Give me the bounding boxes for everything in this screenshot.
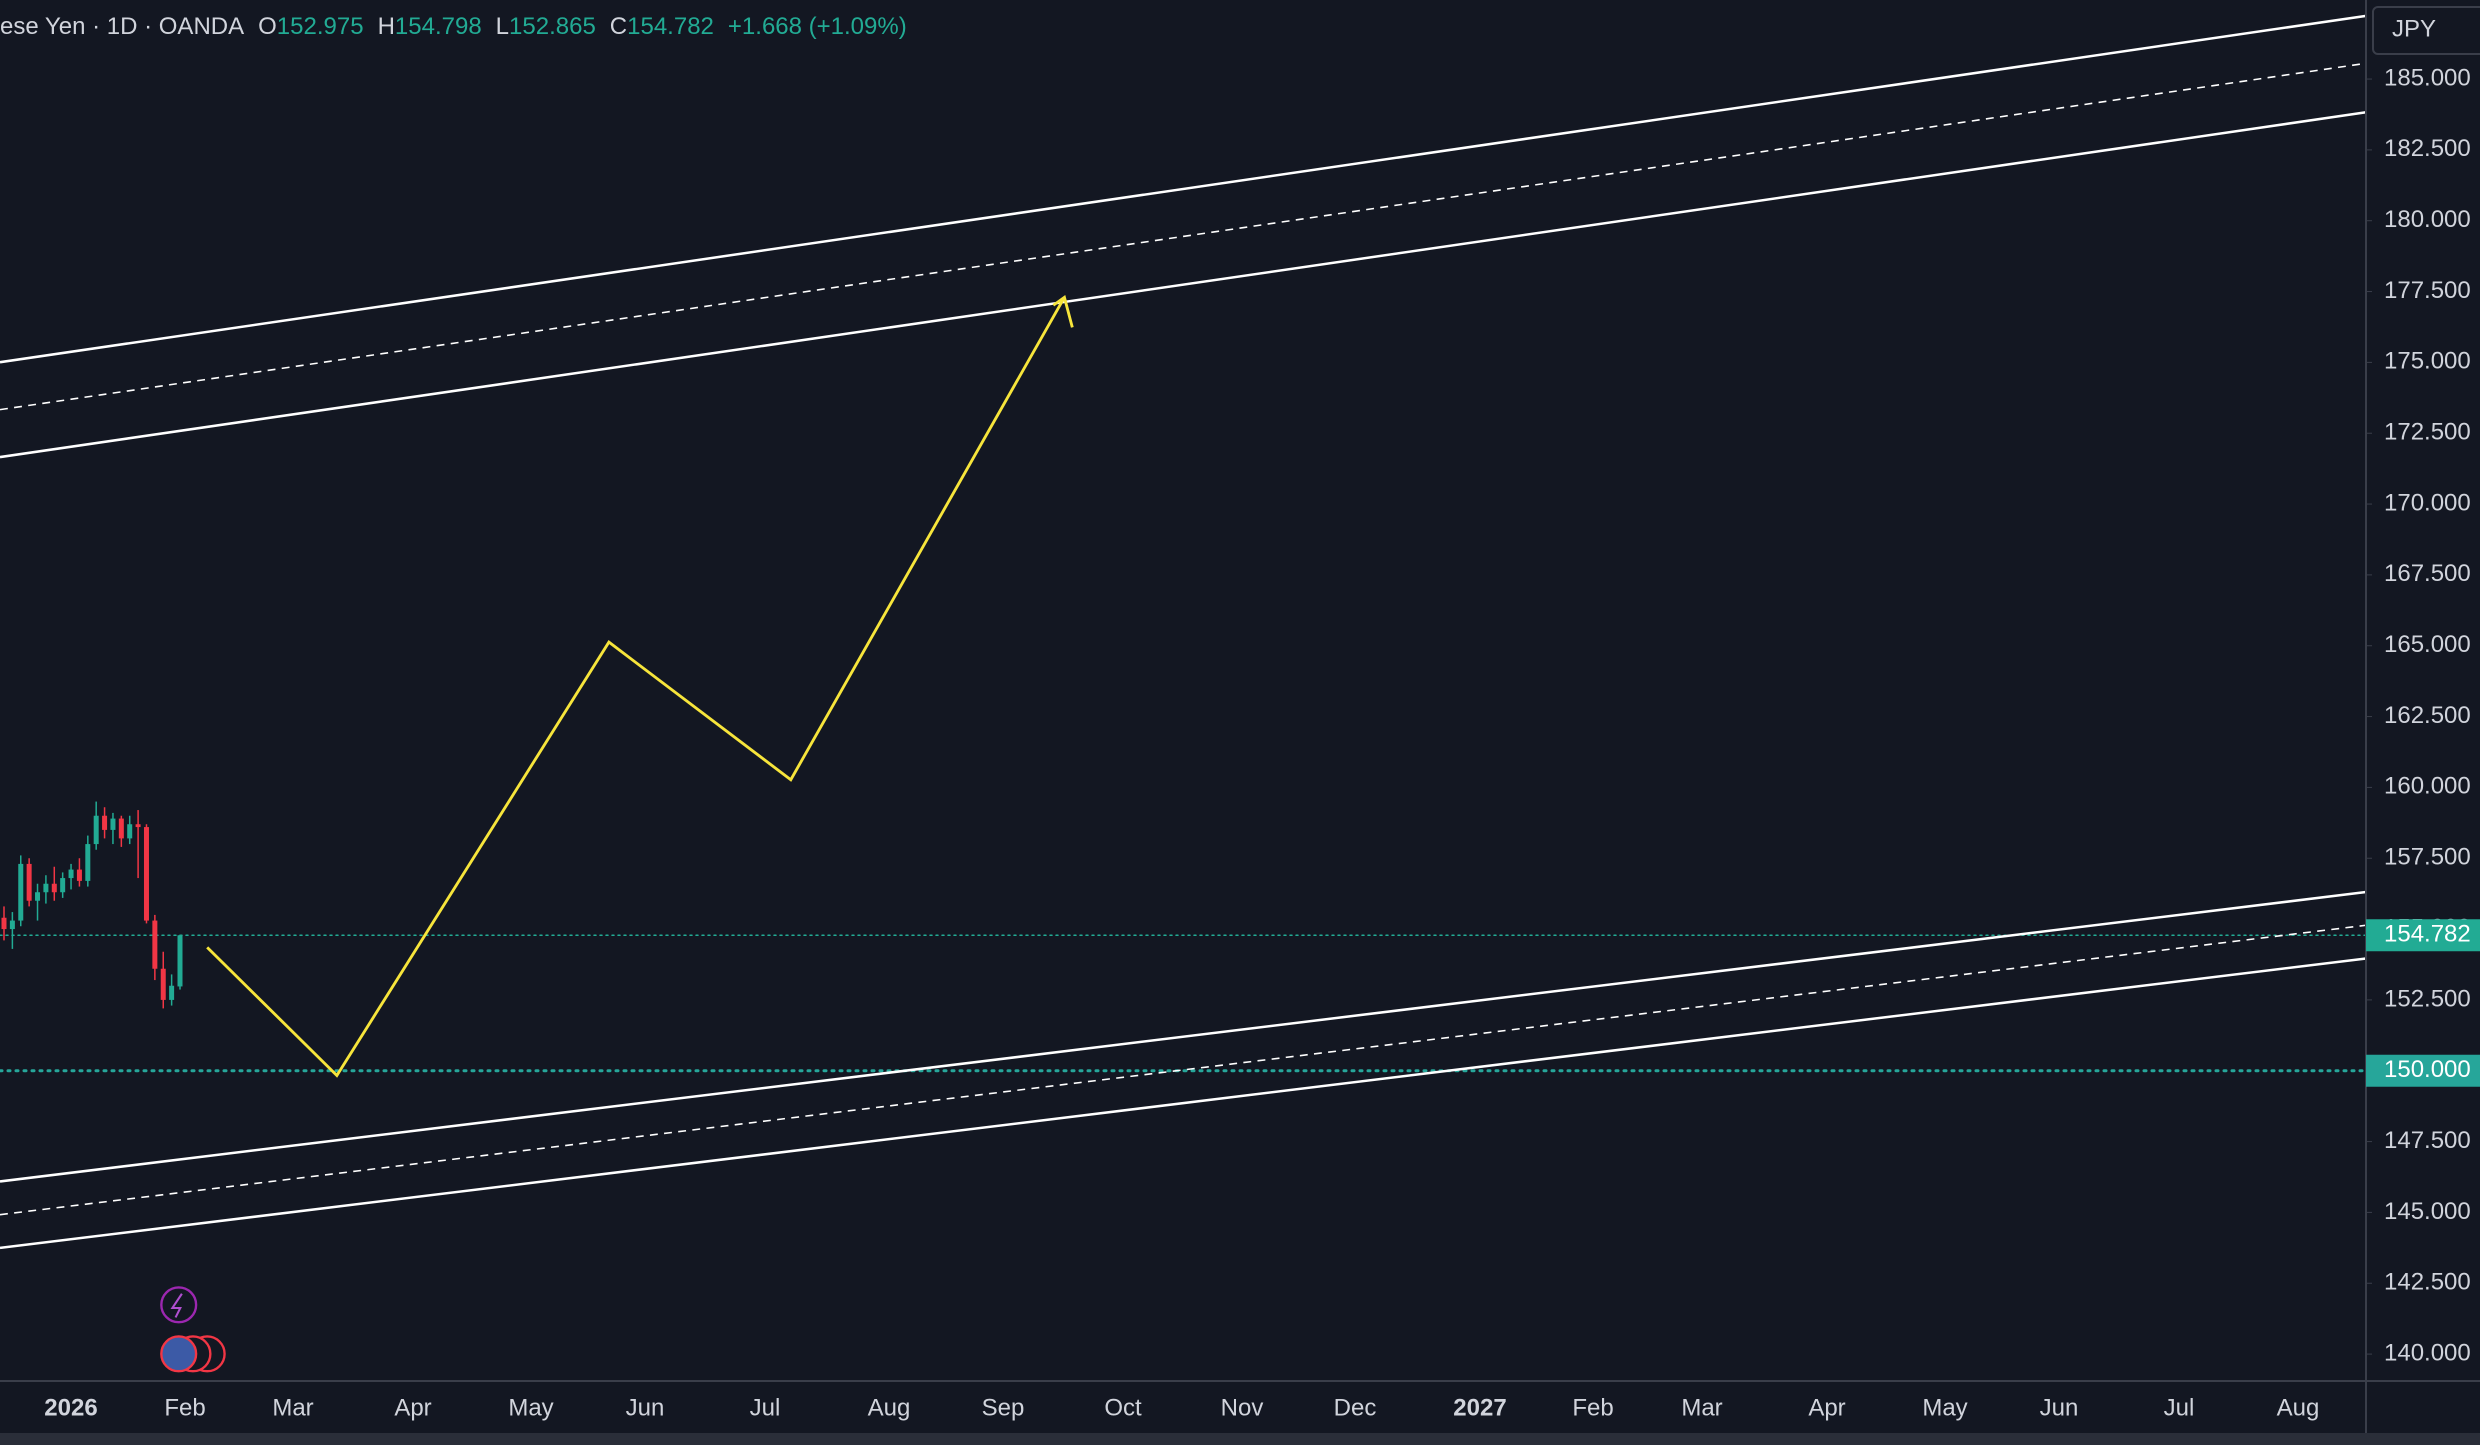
y-tick-label: 162.500 bbox=[2384, 702, 2471, 729]
y-tick-label: 147.500 bbox=[2384, 1127, 2471, 1154]
y-tick-label: 175.000 bbox=[2384, 348, 2471, 375]
symbol: ese Yen · 1D · OANDA bbox=[0, 13, 244, 40]
x-tick-label: May bbox=[508, 1394, 553, 1421]
y-tick-label: 140.000 bbox=[2384, 1339, 2471, 1366]
price-label-bg bbox=[2366, 919, 2480, 952]
x-tick-label: Oct bbox=[1104, 1394, 1142, 1421]
x-tick-label: May bbox=[1922, 1394, 1967, 1421]
candle-body bbox=[85, 844, 91, 881]
candle-body bbox=[127, 824, 133, 839]
candle-body bbox=[177, 935, 183, 987]
bottom-bar bbox=[0, 1433, 2480, 1445]
flag-icon[interactable] bbox=[160, 1335, 198, 1373]
candle-body bbox=[26, 863, 32, 901]
candle-body bbox=[169, 985, 175, 1000]
time-axis bbox=[0, 1381, 2480, 1433]
x-tick-label: Aug bbox=[2277, 1394, 2320, 1421]
y-tick-label: 142.500 bbox=[2384, 1269, 2471, 1296]
candle-body bbox=[60, 878, 66, 893]
x-tick-label: Jun bbox=[626, 1394, 665, 1421]
price-axis bbox=[2366, 0, 2480, 1381]
candle-body bbox=[102, 815, 108, 830]
channel-line bbox=[0, 14, 2367, 364]
ohlc-label: O bbox=[258, 13, 277, 40]
y-tick-label: 170.000 bbox=[2384, 489, 2471, 516]
y-tick-label: 145.000 bbox=[2384, 1198, 2471, 1225]
x-tick-label: Feb bbox=[164, 1394, 205, 1421]
drawings bbox=[0, 14, 2367, 1373]
x-tick-label: 2027 bbox=[1453, 1394, 1506, 1421]
channel-line bbox=[0, 111, 2367, 459]
x-tick-label: Apr bbox=[394, 1394, 431, 1421]
y-tick-label: 165.000 bbox=[2384, 631, 2471, 658]
candle-body bbox=[110, 818, 116, 830]
candle-body bbox=[152, 920, 158, 969]
ohlc-label: C bbox=[610, 13, 627, 40]
y-tick-label: 160.000 bbox=[2384, 773, 2471, 800]
channel-mid bbox=[0, 924, 2367, 1216]
candle-body bbox=[43, 883, 49, 893]
x-tick-label: Sep bbox=[982, 1394, 1025, 1421]
candle-body bbox=[68, 869, 74, 879]
ohlc-label: H bbox=[378, 13, 395, 40]
channel-line bbox=[0, 890, 2367, 1183]
y-tick-label: 180.000 bbox=[2384, 206, 2471, 233]
price-lines bbox=[0, 934, 2368, 1073]
x-tick-label: Apr bbox=[1808, 1394, 1845, 1421]
projection-path bbox=[206, 296, 1066, 1078]
x-tick-label: Jun bbox=[2040, 1394, 2079, 1421]
x-tick-label: Dec bbox=[1334, 1394, 1377, 1421]
ohlc-value: 152.865 bbox=[509, 13, 596, 40]
price-label-bg bbox=[2366, 1054, 2480, 1087]
candle-body bbox=[35, 892, 41, 901]
y-tick-label: 152.500 bbox=[2384, 985, 2471, 1012]
candle-body bbox=[143, 827, 149, 921]
currency-box[interactable] bbox=[2372, 6, 2480, 55]
candle-body bbox=[93, 815, 99, 845]
y-tick-label: 157.500 bbox=[2384, 844, 2471, 871]
y-tick-label: 182.500 bbox=[2384, 135, 2471, 162]
y-tick-label: 172.500 bbox=[2384, 419, 2471, 446]
candles bbox=[1, 801, 183, 1009]
ohlc-label: L bbox=[496, 13, 509, 40]
candle-body bbox=[160, 968, 166, 1000]
x-tick-label: Feb bbox=[1572, 1394, 1613, 1421]
candle-body bbox=[118, 818, 124, 839]
event-icon[interactable] bbox=[160, 1286, 198, 1324]
candle-body bbox=[51, 883, 57, 893]
price-label: 154.782 bbox=[2384, 921, 2471, 948]
x-tick-label: Jul bbox=[750, 1394, 781, 1421]
candle-body bbox=[135, 824, 141, 828]
change: +1.668 (+1.09%) bbox=[728, 13, 907, 40]
ohlc-value: 152.975 bbox=[277, 13, 364, 40]
arrow-head bbox=[1052, 294, 1074, 328]
x-tick-label: Nov bbox=[1221, 1394, 1264, 1421]
candle-body bbox=[9, 920, 15, 930]
candle-body bbox=[76, 869, 82, 881]
lightning bbox=[170, 1293, 183, 1318]
x-tick-label: Mar bbox=[272, 1394, 313, 1421]
x-tick-label: Jul bbox=[2164, 1394, 2195, 1421]
y-tick-label: 185.000 bbox=[2384, 64, 2471, 91]
channel-line bbox=[0, 957, 2367, 1250]
y-tick-label: 177.500 bbox=[2384, 277, 2471, 304]
ohlc-value: 154.782 bbox=[627, 13, 714, 40]
price-label: 150.000 bbox=[2384, 1056, 2471, 1083]
y-tick-label: 167.500 bbox=[2384, 560, 2471, 587]
candle-body bbox=[18, 863, 24, 921]
legend-header: ese Yen · 1D · OANDA O152.975 H154.798 L152… bbox=[0, 13, 907, 40]
currency: JPY bbox=[2392, 15, 2436, 42]
ohlc-value: 154.798 bbox=[395, 13, 482, 40]
x-tick-label: Mar bbox=[1681, 1394, 1722, 1421]
x-tick-label: 2026 bbox=[44, 1394, 97, 1421]
x-tick-label: Aug bbox=[868, 1394, 911, 1421]
candle-body bbox=[1, 917, 7, 930]
